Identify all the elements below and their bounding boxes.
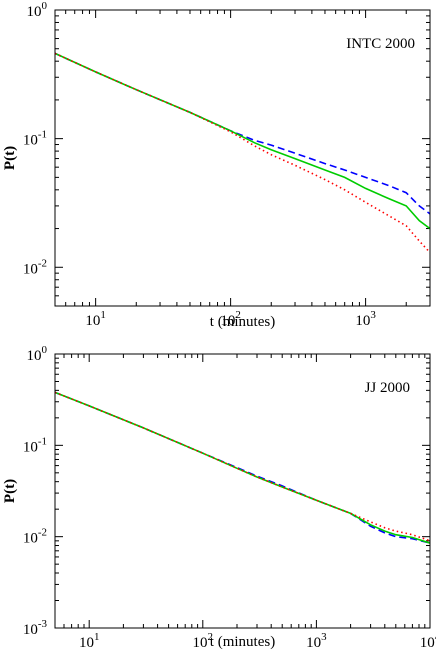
axis-ticks — [54, 9, 431, 307]
panel-annotation: INTC 2000 — [346, 36, 415, 52]
y-tick-label: 10-2 — [23, 257, 47, 277]
series-line-dashed — [55, 52, 430, 215]
x-axis-label: t (minutes) — [210, 634, 275, 650]
x-tick-label: 102 — [220, 309, 241, 329]
x-tick-label: 101 — [79, 631, 100, 651]
y-tick-label: 10-3 — [23, 618, 48, 638]
chart-panel-1: 101 102 103 10-2 10-1 100 t (minutes) P(t) INTC … — [2, 0, 431, 330]
plot-frame — [54, 353, 431, 629]
y-tick-label: 10-1 — [23, 129, 47, 149]
y-tick-label: 100 — [27, 0, 48, 20]
x-axis-label: t (minutes) — [210, 314, 275, 330]
x-tick-label: 103 — [306, 631, 327, 651]
plot-frame — [54, 9, 431, 307]
y-axis-label: P(t) — [2, 479, 18, 503]
x-tick-label: 102 — [193, 631, 214, 651]
x-tick-label: 101 — [85, 309, 106, 329]
series-line-solid — [55, 391, 430, 544]
chart-panel-2: 101 102 103 104 10-3 10-2 10-1 100 t (minutes) P(… — [2, 344, 436, 651]
axis-ticks — [54, 353, 431, 629]
y-tick-label: 100 — [27, 344, 48, 364]
panel-annotation: JJ 2000 — [365, 380, 410, 396]
y-tick-label: 10-2 — [23, 527, 47, 547]
y-axis-label: P(t) — [2, 146, 18, 170]
series-line-dotted — [55, 52, 430, 254]
y-tick-label: 10-1 — [23, 435, 47, 455]
series-line-solid — [55, 52, 430, 230]
x-tick-label: 104 — [420, 631, 436, 651]
x-tick-label: 103 — [355, 309, 376, 329]
